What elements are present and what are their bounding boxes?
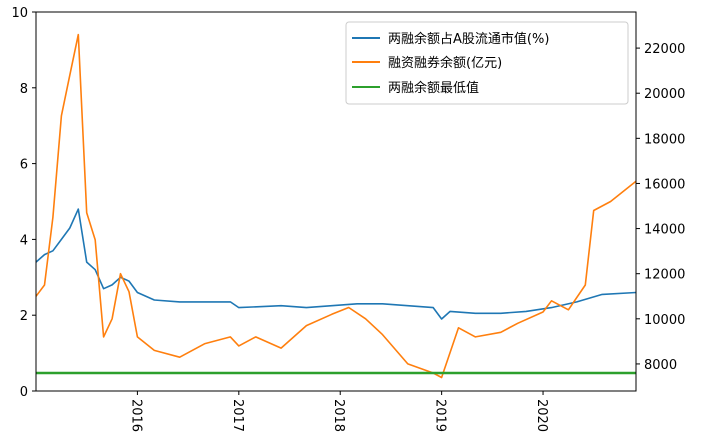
legend-box xyxy=(345,21,629,105)
right-tick-label: 12000 xyxy=(644,268,685,283)
right-tick-label: 14000 xyxy=(644,223,685,238)
left-tick-label: 8 xyxy=(20,82,28,97)
series-line-1 xyxy=(35,33,637,379)
plot-frame xyxy=(35,11,637,392)
right-tick-label: 10000 xyxy=(644,313,685,328)
right-tick-label: 18000 xyxy=(644,132,685,147)
legend-label-balance: 融资融券余额(亿元) xyxy=(388,55,502,71)
x-tick-label: 2020 xyxy=(534,399,549,432)
x-axis: 2016 2017 2018 2019 2020 xyxy=(128,391,549,432)
left-tick-label: 6 xyxy=(20,158,28,173)
right-tick-label: 8000 xyxy=(644,358,677,373)
right-tick-label: 16000 xyxy=(644,177,685,192)
legend: 两融余额占A股流通市值(%) 融资融券余额(亿元) 两融余额最低值 xyxy=(345,21,629,105)
x-tick-label: 2016 xyxy=(128,399,143,432)
legend-label-min: 两融余额最低值 xyxy=(388,80,479,96)
left-tick-label: 0 xyxy=(20,385,28,400)
x-tick-label: 2019 xyxy=(433,399,448,432)
plot-lines xyxy=(35,33,637,379)
left-tick-label: 4 xyxy=(20,233,28,248)
x-tick-label: 2018 xyxy=(331,399,346,432)
right-tick-label: 20000 xyxy=(644,87,685,102)
left-tick-label: 2 xyxy=(20,309,28,324)
x-tick-label: 2017 xyxy=(230,399,245,432)
left-axis: 0 2 4 6 8 10 xyxy=(11,6,36,400)
legend-label-ratio: 两融余额占A股流通市值(%) xyxy=(388,31,549,47)
right-axis: 8000 10000 12000 14000 16000 18000 20000 22000 xyxy=(636,42,685,373)
left-tick-label: 10 xyxy=(11,6,28,21)
right-tick-label: 22000 xyxy=(644,42,685,57)
series-line-0 xyxy=(35,208,637,320)
